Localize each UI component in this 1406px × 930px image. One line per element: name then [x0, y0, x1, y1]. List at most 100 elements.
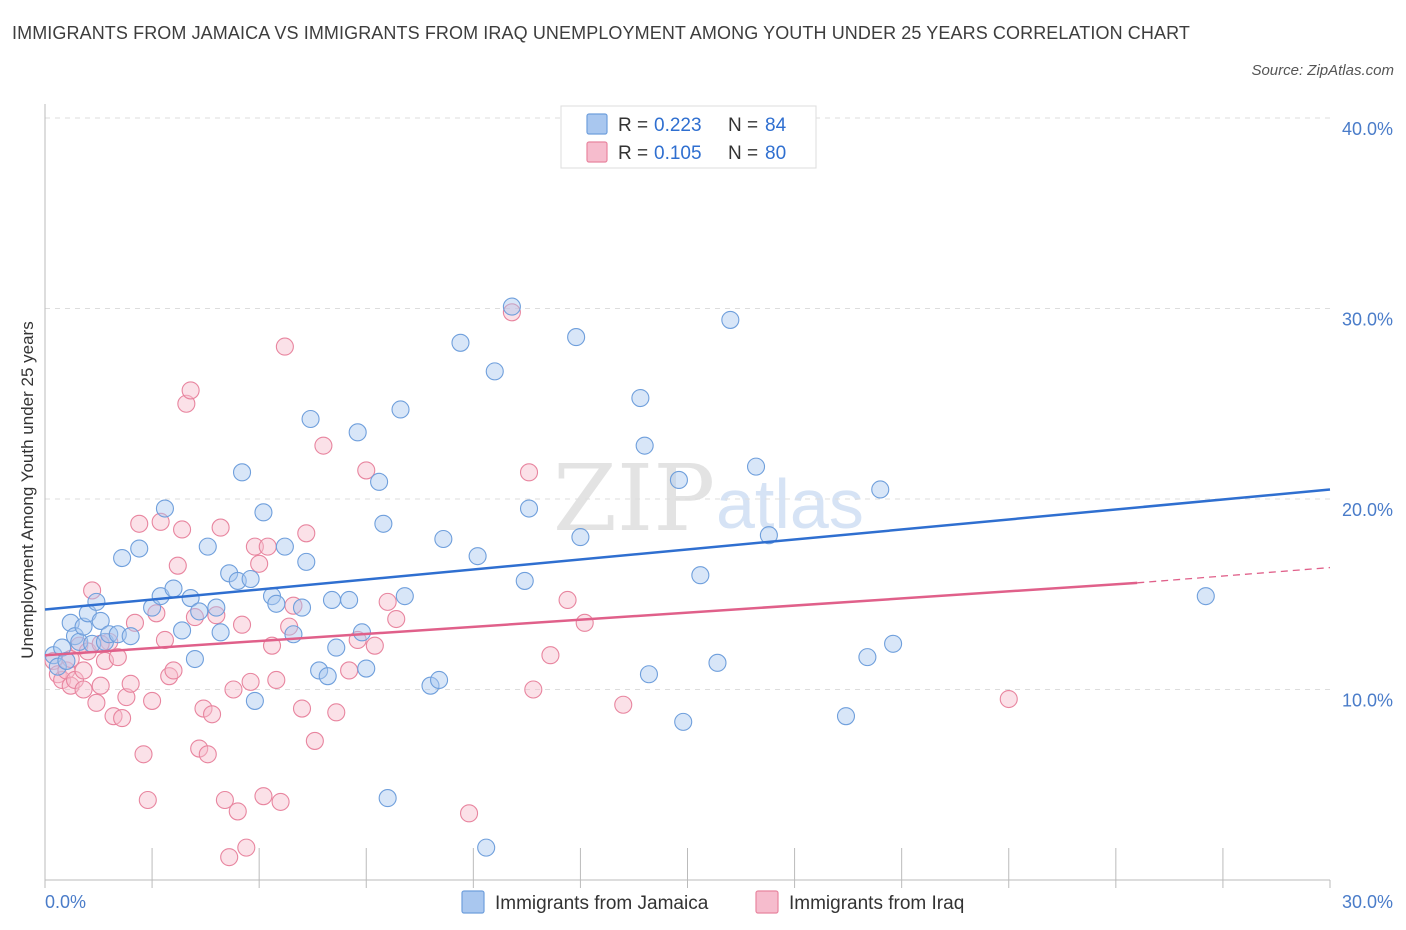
gridlines	[45, 117, 1330, 690]
iraq-point	[211, 518, 230, 537]
jamaica-point	[370, 472, 389, 491]
jamaica-point	[391, 400, 410, 419]
jamaica-point	[515, 571, 534, 590]
jamaica-point	[485, 362, 504, 381]
jamaica-point	[53, 638, 72, 657]
x-tick-label: 30.0%	[1342, 892, 1393, 912]
jamaica-point	[190, 602, 209, 621]
jamaica-point	[884, 634, 903, 653]
iraq-point	[292, 699, 312, 718]
legend: R = 0.223 N = 84 R = 0.105 N = 80	[560, 105, 817, 169]
jamaica-point	[113, 549, 132, 568]
jamaica-point	[87, 592, 106, 611]
legend-n-value-iraq: 80	[765, 143, 786, 164]
jamaica-point	[322, 590, 342, 610]
source-label: Source: ZipAtlas.com	[1251, 62, 1394, 79]
jamaica-point	[164, 579, 183, 598]
jamaica-point	[395, 587, 414, 606]
iraq-point	[108, 648, 127, 667]
jamaica-point	[477, 838, 496, 857]
iraq-point	[168, 556, 187, 575]
jamaica-point	[759, 526, 778, 545]
jamaica-point	[374, 514, 393, 533]
legend-n-label-iraq: N =	[728, 143, 758, 164]
jamaica-point	[297, 552, 316, 571]
jamaica-point	[836, 707, 856, 726]
legend-n-label-jamaica: N =	[728, 115, 758, 136]
jamaica-point	[639, 665, 659, 684]
jamaica-point	[130, 539, 149, 558]
iraq-point	[258, 537, 277, 556]
jamaica-point	[430, 670, 449, 690]
jamaica-point	[635, 436, 654, 455]
legend-r-value-iraq: 0.105	[654, 143, 702, 164]
iraq-point	[177, 394, 196, 413]
watermark-atlas: atlas	[716, 465, 864, 543]
legend-swatch-iraq	[586, 141, 608, 163]
legend-r-label-iraq: R =	[618, 143, 648, 164]
iraq-point	[151, 512, 170, 531]
iraq-point	[614, 695, 633, 714]
iraq-point	[340, 661, 359, 680]
iraq-point	[237, 838, 256, 857]
iraq-point	[113, 709, 132, 728]
jamaica-point	[631, 388, 650, 408]
iraq-point	[83, 581, 102, 600]
iraq-point	[215, 790, 234, 810]
jamaica-point	[181, 589, 200, 608]
iraq-point	[254, 787, 273, 806]
iraq-point	[164, 661, 183, 680]
jamaica-point	[871, 480, 890, 499]
iraq-point	[365, 636, 384, 655]
iraq-point	[203, 705, 222, 724]
jamaica-point	[155, 499, 174, 518]
y-tick-label: 40.0%	[1342, 119, 1393, 139]
tick-labels: 10.0% 20.0% 30.0% 40.0% 0.0% 30.0%	[45, 119, 1393, 912]
iraq-point	[87, 693, 106, 712]
iraq-point	[224, 680, 243, 699]
jamaica-point	[1196, 587, 1215, 606]
jamaica-point	[327, 638, 346, 657]
jamaica-point	[275, 537, 294, 556]
iraq-point	[297, 524, 316, 543]
iraq-point	[267, 670, 286, 690]
iraq-point	[121, 674, 140, 693]
jamaica-point	[245, 691, 264, 710]
iraq-point	[524, 680, 543, 699]
jamaica-point	[567, 328, 586, 347]
jamaica-point	[357, 659, 376, 678]
jamaica-point	[340, 590, 359, 610]
jamaica-point	[74, 617, 93, 636]
jamaica-point	[468, 547, 487, 566]
jamaica-point	[232, 463, 252, 482]
jamaica-trend-line	[44, 488, 1331, 611]
iraq-point	[305, 731, 324, 750]
jamaica-point	[571, 528, 590, 547]
trend-lines	[44, 488, 1331, 657]
jamaica-point	[254, 503, 273, 522]
iraq-point	[250, 554, 269, 573]
iraq-point	[241, 672, 260, 691]
iraq-point	[502, 303, 521, 322]
iraq-point	[181, 381, 200, 400]
iraq-point	[130, 514, 149, 533]
legend-r-label-jamaica: R =	[618, 115, 648, 136]
bottom-legend-label-jamaica: Immigrants from Jamaica	[495, 893, 709, 914]
iraq-point	[74, 661, 93, 680]
jamaica-point	[348, 423, 367, 442]
iraq-point	[138, 790, 157, 810]
iraq-point	[207, 606, 226, 625]
iraq-point	[387, 609, 406, 629]
iraq-point	[558, 590, 577, 610]
jamaica-point	[267, 594, 286, 613]
jamaica-point	[318, 667, 337, 686]
jamaica-point	[691, 566, 710, 585]
jamaica-point	[352, 623, 372, 642]
jamaica-point	[378, 789, 397, 808]
y-tick-label: 30.0%	[1342, 310, 1393, 330]
jamaica-point	[198, 537, 217, 556]
iraq-point	[999, 689, 1018, 709]
iraq-point	[220, 848, 239, 867]
jamaica-point	[173, 621, 192, 640]
